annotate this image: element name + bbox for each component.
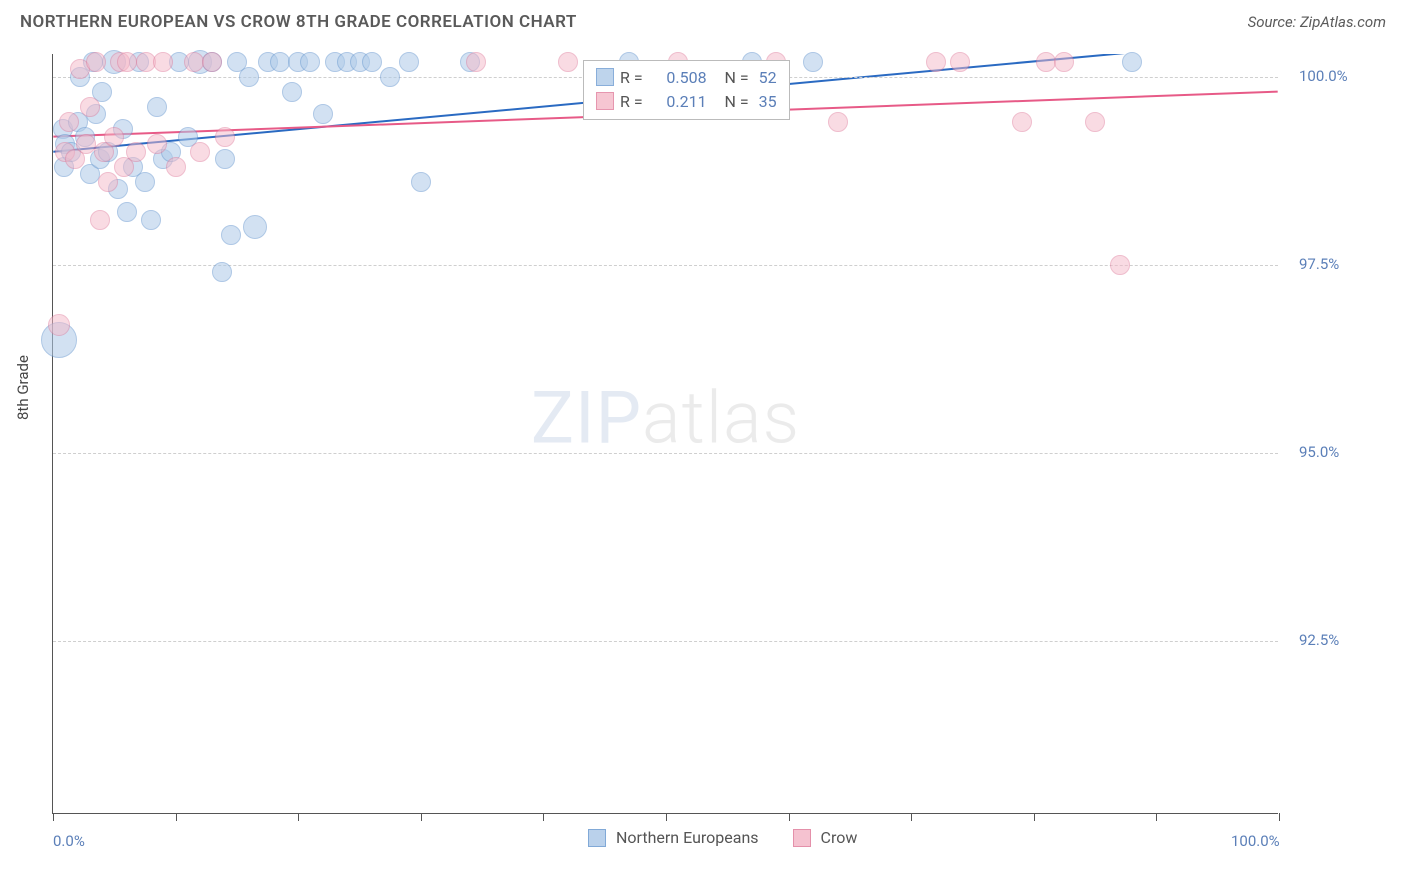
data-point [243, 215, 267, 239]
x-tick [298, 813, 299, 821]
data-point [98, 172, 118, 192]
series-legend: Northern Europeans Crow [588, 828, 881, 847]
x-tick [421, 813, 422, 821]
x-tick [543, 813, 544, 821]
data-point [86, 52, 106, 72]
r-label: R = [620, 68, 647, 87]
data-point [270, 52, 290, 72]
data-point [153, 52, 173, 72]
legend-swatch [596, 92, 614, 110]
data-point [90, 210, 110, 230]
plot-area: ZIPatlas 92.5%95.0%97.5%100.0%0.0%100.0%… [52, 54, 1278, 814]
data-point [239, 67, 259, 87]
x-tick [1156, 813, 1157, 821]
x-tick [1034, 813, 1035, 821]
x-tick [176, 813, 177, 821]
legend-swatch [793, 829, 811, 847]
x-tick [666, 813, 667, 821]
chart-title: NORTHERN EUROPEAN VS CROW 8TH GRADE CORR… [20, 12, 577, 32]
data-point [141, 210, 161, 230]
data-point [1110, 255, 1130, 275]
data-point [59, 112, 79, 132]
data-point [1085, 112, 1105, 132]
legend-swatch [588, 829, 606, 847]
data-point [76, 134, 96, 154]
data-point [117, 202, 137, 222]
data-point [184, 52, 204, 72]
data-point [212, 262, 232, 282]
stats-legend-row: R = 0.211 N = 35 [596, 89, 777, 113]
data-point [926, 52, 946, 72]
data-point [202, 52, 222, 72]
data-point [1036, 52, 1056, 72]
r-value: 0.508 [653, 68, 707, 87]
x-tick [789, 813, 790, 821]
data-point [828, 112, 848, 132]
data-point [362, 52, 382, 72]
legend-series-label: Northern Europeans [616, 828, 759, 847]
data-point [411, 172, 431, 192]
data-point [1122, 52, 1142, 72]
data-point [147, 134, 167, 154]
x-tick [1279, 813, 1280, 821]
data-point [950, 52, 970, 72]
x-tick [53, 813, 54, 821]
y-tick-label: 100.0% [1299, 67, 1348, 85]
data-point [1054, 52, 1074, 72]
legend-swatch [596, 68, 614, 86]
data-point [300, 52, 320, 72]
r-label: R = [620, 92, 647, 111]
legend-series-label: Crow [821, 828, 858, 847]
data-point [166, 157, 186, 177]
n-label: N = [713, 68, 753, 87]
data-point [215, 127, 235, 147]
y-tick-label: 92.5% [1299, 631, 1339, 649]
watermark: ZIPatlas [531, 376, 800, 461]
data-point [282, 82, 302, 102]
stats-legend: R = 0.508 N = 52R = 0.211 N = 35 [583, 60, 790, 120]
data-point [104, 127, 124, 147]
y-tick-label: 97.5% [1299, 255, 1339, 273]
data-point [466, 52, 486, 72]
data-point [399, 52, 419, 72]
source-attribution: Source: ZipAtlas.com [1248, 13, 1386, 31]
data-point [221, 225, 241, 245]
data-point [1012, 112, 1032, 132]
data-point [190, 142, 210, 162]
trend-lines [53, 54, 1278, 813]
data-point [135, 172, 155, 192]
stats-legend-row: R = 0.508 N = 52 [596, 65, 777, 89]
x-tick-label: 0.0% [53, 832, 85, 850]
x-tick-label: 100.0% [1231, 832, 1280, 850]
n-value: 35 [759, 92, 777, 111]
data-point [313, 104, 333, 124]
data-point [126, 142, 146, 162]
data-point [380, 67, 400, 87]
data-point [558, 52, 578, 72]
data-point [48, 314, 70, 336]
gridline-h [53, 265, 1278, 266]
data-point [147, 97, 167, 117]
n-label: N = [713, 92, 753, 111]
data-point [80, 97, 100, 117]
x-tick [911, 813, 912, 821]
n-value: 52 [759, 68, 777, 87]
gridline-h [53, 641, 1278, 642]
y-axis-label: 8th Grade [14, 355, 32, 420]
data-point [215, 149, 235, 169]
data-point [803, 52, 823, 72]
data-point [117, 52, 137, 72]
gridline-h [53, 453, 1278, 454]
chart-container: ZIPatlas 92.5%95.0%97.5%100.0%0.0%100.0%… [46, 50, 1386, 840]
r-value: 0.211 [653, 92, 707, 111]
y-tick-label: 95.0% [1299, 443, 1339, 461]
